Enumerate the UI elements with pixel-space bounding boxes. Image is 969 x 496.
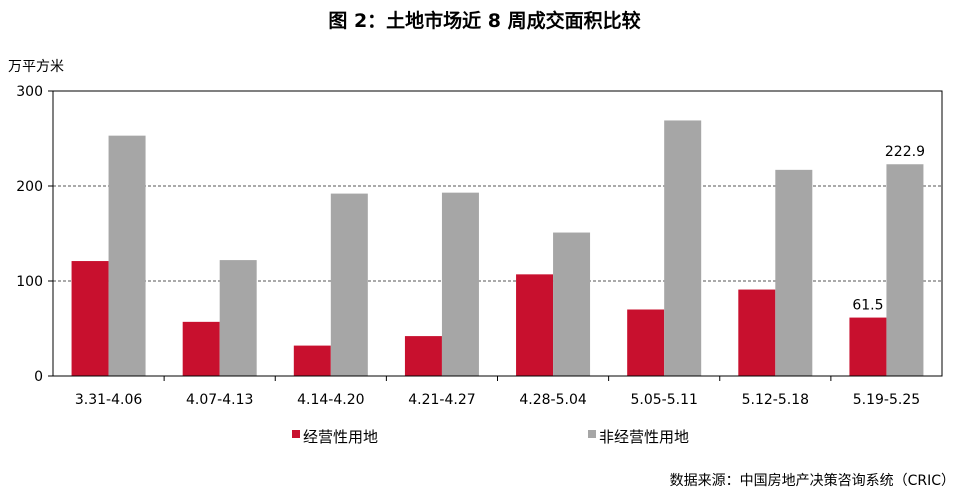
axes: 0 100 200 300 3.31-4.06 4.07-4.13 4.14-4.20 4.2… — [16, 84, 943, 408]
bar-non-operating — [775, 169, 813, 376]
x-tick-label: 4.28-5.04 — [519, 392, 586, 408]
data-label: 61.5 — [852, 298, 883, 314]
legend-label: 经营性用地 — [303, 428, 378, 446]
chart-title: 图 2：土地市场近 8 周成交面积比较 — [328, 10, 641, 32]
x-tick-label: 4.07-4.13 — [186, 392, 253, 408]
data-labels: 61.5 222.9 — [852, 144, 925, 313]
bar-non-operating — [219, 260, 257, 376]
data-label: 222.9 — [885, 144, 925, 160]
x-tick-label: 5.19-5.25 — [853, 392, 920, 408]
x-tick-label: 5.05-5.11 — [630, 392, 697, 408]
bar-operating — [293, 345, 331, 376]
bar-non-operating — [664, 120, 702, 376]
x-tick-label: 5.12-5.18 — [742, 392, 809, 408]
y-tick-label: 200 — [16, 179, 43, 195]
bar-non-operating — [108, 135, 146, 376]
legend-swatch — [588, 430, 596, 438]
bar-operating — [182, 321, 220, 376]
y-tick-label: 0 — [34, 369, 43, 385]
bar-operating — [404, 336, 442, 376]
y-axis-unit-label: 万平方米 — [8, 59, 64, 75]
bars — [71, 120, 924, 376]
x-tick-label: 4.21-4.27 — [408, 392, 475, 408]
source-note: 数据来源：中国房地产决策咨询系统（CRIC） — [669, 473, 955, 489]
legend-label: 非经营性用地 — [599, 428, 689, 446]
bar-non-operating — [553, 232, 591, 376]
x-tick-label: 4.14-4.20 — [297, 392, 364, 408]
bar-non-operating — [441, 192, 479, 376]
bar-operating — [516, 274, 554, 376]
bar-operating — [738, 289, 776, 376]
legend-swatch — [292, 430, 300, 438]
bar-non-operating — [330, 193, 368, 376]
legend: 经营性用地 非经营性用地 — [292, 428, 689, 446]
bar-non-operating — [886, 164, 924, 376]
bar-operating — [627, 309, 665, 376]
bar-operating — [71, 261, 109, 376]
y-tick-label: 100 — [16, 274, 43, 290]
bar-operating — [849, 317, 887, 376]
y-tick-label: 300 — [16, 84, 43, 100]
x-tick-label: 3.31-4.06 — [75, 392, 142, 408]
